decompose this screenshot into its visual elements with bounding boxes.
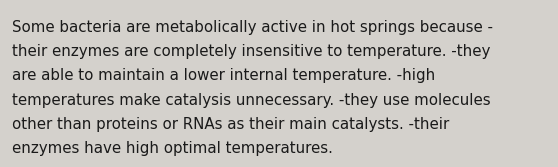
- Text: enzymes have high optimal temperatures.: enzymes have high optimal temperatures.: [12, 141, 333, 156]
- Text: are able to maintain a lower internal temperature. -high: are able to maintain a lower internal te…: [12, 68, 436, 84]
- Text: Some bacteria are metabolically active in hot springs because -: Some bacteria are metabolically active i…: [12, 20, 493, 35]
- Text: their enzymes are completely insensitive to temperature. -they: their enzymes are completely insensitive…: [12, 44, 490, 59]
- Text: temperatures make catalysis unnecessary. -they use molecules: temperatures make catalysis unnecessary.…: [12, 93, 491, 108]
- Text: other than proteins or RNAs as their main catalysts. -their: other than proteins or RNAs as their mai…: [12, 117, 450, 132]
